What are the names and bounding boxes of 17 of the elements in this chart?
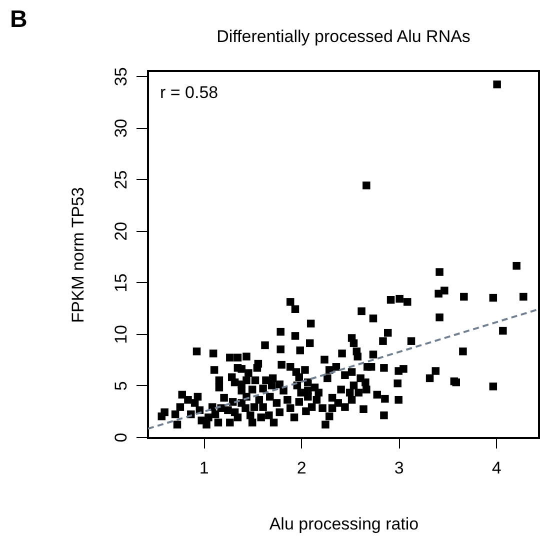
x-tick-label: 4 bbox=[492, 458, 502, 478]
text: B bbox=[10, 6, 28, 33]
x-tick-label: 3 bbox=[394, 458, 404, 478]
x-axis-title: Alu processing ratio bbox=[269, 514, 419, 534]
y-tick-label: 10 bbox=[112, 324, 130, 344]
y-tick-label: 0 bbox=[112, 432, 130, 442]
y-tick-label: 15 bbox=[112, 273, 130, 292]
y-tick-label: 25 bbox=[112, 170, 130, 190]
y-tick-label: 30 bbox=[112, 118, 130, 138]
chart-title: Differentially processed Alu RNAs bbox=[216, 27, 470, 46]
y-tick-label: 35 bbox=[112, 67, 130, 86]
y-tick-label: 20 bbox=[112, 222, 130, 241]
y-axis-title: FPKM norm TP53 bbox=[68, 187, 88, 323]
x-tick-label: 2 bbox=[296, 458, 306, 478]
y-tick-label: 5 bbox=[112, 381, 130, 391]
annotation: r = 0.58 bbox=[160, 83, 218, 102]
x-tick-label: 1 bbox=[199, 458, 209, 478]
